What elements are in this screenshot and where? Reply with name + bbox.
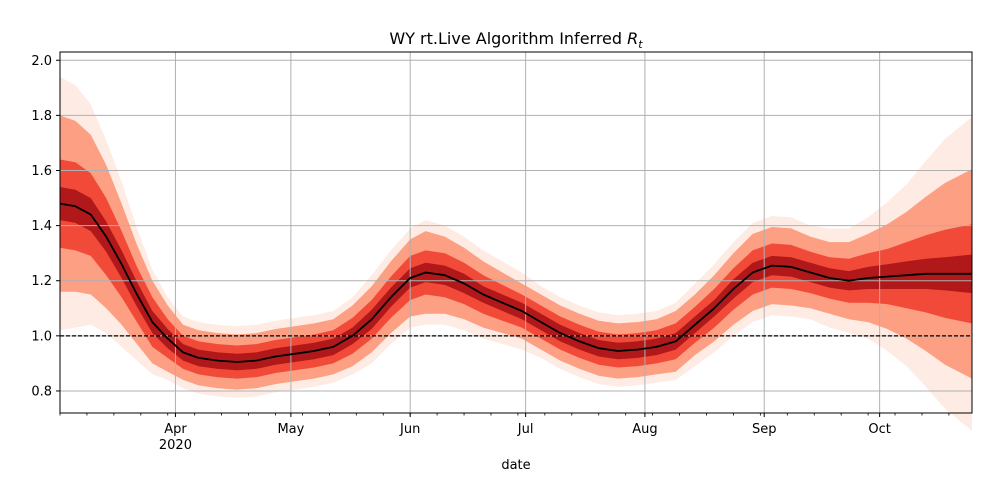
y-tick-label: 2.0 — [31, 54, 52, 69]
x-tick-label: Jun — [399, 422, 420, 437]
series-line — [59, 202, 972, 363]
plot-frame — [59, 51, 973, 414]
x-axis-label: date — [501, 458, 530, 473]
x-tick-label: May — [277, 422, 304, 437]
chart-title: WY rt.Live Algorithm Inferred Rt — [389, 29, 643, 51]
y-tick-label: 1.0 — [31, 329, 52, 344]
chart-title-math: R — [627, 29, 638, 48]
y-tick-label: 1.2 — [31, 274, 52, 289]
y-tick-label: 1.4 — [31, 219, 52, 234]
y-tick-label: 1.6 — [31, 164, 52, 179]
chart-title-text: WY rt.Live Algorithm Inferred — [389, 29, 622, 48]
x-tick-label: Sep — [752, 422, 777, 437]
y-tick-label: 1.8 — [31, 109, 52, 124]
x-tick-label: Oct — [868, 422, 890, 437]
x-tick-label: Jul — [517, 422, 534, 437]
chart-title-subscript: t — [638, 38, 643, 51]
y-tick-label: 0.8 — [31, 384, 52, 399]
x-tick-label: Aug — [632, 422, 657, 437]
x-tick-sublabel: 2020 — [159, 438, 192, 453]
x-tick-label: Apr — [164, 422, 187, 437]
